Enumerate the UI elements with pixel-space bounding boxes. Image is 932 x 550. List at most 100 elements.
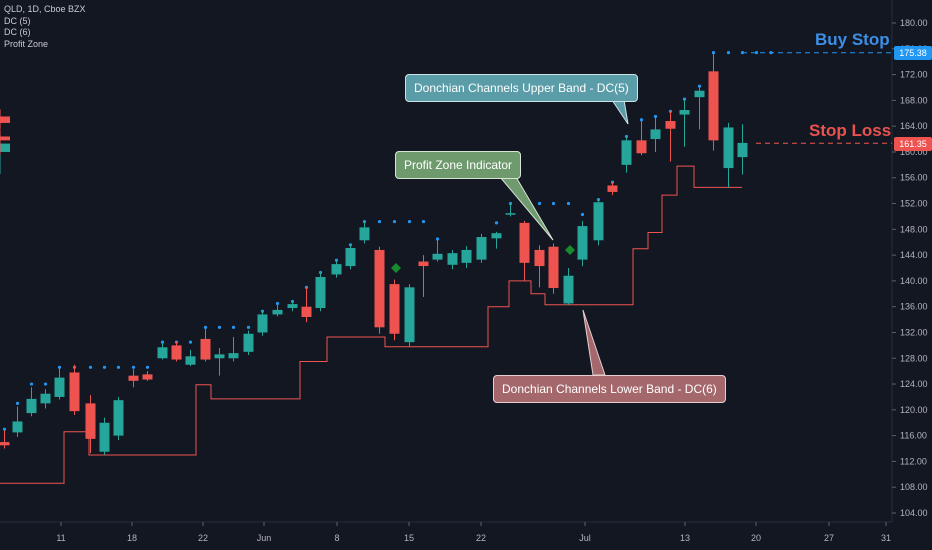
upper-band-dot	[246, 325, 251, 329]
candle-up	[40, 389, 51, 409]
candle-body	[621, 140, 632, 165]
candle-up	[577, 220, 588, 267]
y-tick-label: 124.00	[900, 379, 928, 389]
upper-band-dot	[57, 365, 62, 369]
candle-body	[708, 71, 719, 141]
upper-band-series	[2, 51, 773, 431]
candle-up	[723, 122, 734, 188]
candle-down	[0, 109, 10, 130]
y-axis: 104.00 108.00 112.00 116.00 120.00 124.00 128.…	[892, 18, 928, 518]
candle-up	[404, 284, 415, 347]
y-tick-label: 180.00	[900, 18, 928, 28]
candle-down	[301, 287, 312, 323]
candle-up	[461, 246, 472, 268]
candle-series	[0, 52, 748, 455]
chart-legend: QLD, 1D, Cboe BZX DC (5) DC (6) Profit Z…	[4, 4, 86, 50]
candle-body	[548, 246, 559, 288]
upper-band-dot	[15, 401, 20, 405]
upper-band-dot	[116, 365, 121, 369]
y-tick-label: 152.00	[900, 199, 928, 209]
upper-band-dot	[537, 201, 542, 206]
upper-band-dot	[145, 365, 150, 369]
upper-band-dot	[217, 325, 222, 329]
indicator-dc6[interactable]: DC (6)	[4, 27, 31, 37]
candle-down	[128, 369, 139, 388]
candle-body	[491, 233, 502, 239]
y-tick-label: 168.00	[900, 95, 928, 105]
stop-loss-label: Stop Loss	[809, 121, 892, 140]
profit-zone-callout: Profit Zone Indicator	[395, 151, 522, 179]
candle-up	[491, 231, 502, 249]
candle-body	[228, 353, 239, 359]
candle-down	[200, 327, 211, 362]
candle-down	[418, 255, 429, 298]
x-tick-label: 22	[476, 533, 486, 543]
x-tick-label: 20	[751, 533, 761, 543]
candle-up	[621, 136, 632, 173]
candle-up	[432, 238, 443, 262]
upper-band-dot	[726, 51, 731, 55]
x-tick-label: 8	[334, 533, 339, 543]
profit-zone-marker	[565, 244, 575, 255]
upper-band-dot	[88, 365, 93, 369]
candle-down	[389, 279, 400, 341]
candle-body	[650, 129, 661, 140]
candle-up	[26, 387, 37, 417]
upper-band-dot	[494, 221, 499, 225]
candle-down	[0, 430, 10, 449]
candle-body	[54, 377, 65, 397]
upper-band-pointer	[611, 99, 629, 125]
candle-body	[26, 398, 37, 414]
lower-band-line	[0, 165, 742, 484]
candle-up	[679, 99, 690, 147]
candle-up	[331, 260, 342, 278]
candle-body	[0, 136, 10, 141]
candle-body	[607, 185, 618, 192]
candle-up	[54, 367, 65, 400]
y-tick-label: 120.00	[900, 405, 928, 415]
y-tick-label: 116.00	[900, 431, 927, 441]
x-tick-label: 31	[881, 533, 891, 543]
upper-band-callout: Donchian Channels Upper Band - DC(5)	[405, 74, 638, 102]
symbol-line[interactable]: QLD, 1D, Cboe BZX	[4, 4, 86, 14]
indicator-profit-zone[interactable]: Profit Zone	[4, 38, 49, 49]
upper-band-dot	[102, 365, 107, 369]
candle-up	[214, 347, 225, 376]
candle-body	[69, 372, 80, 412]
indicator-dc5[interactable]: DC (5)	[4, 15, 31, 26]
grid-lines	[0, 0, 893, 523]
candle-down	[142, 371, 153, 381]
lower-band-pointer	[582, 309, 606, 376]
candle-body	[40, 393, 51, 404]
candle-up	[272, 303, 283, 317]
candle-body	[113, 400, 124, 436]
upper-band-dot	[188, 340, 193, 344]
candle-body	[636, 140, 647, 154]
y-tick-label: 112.00	[900, 456, 927, 466]
candle-up	[0, 135, 10, 174]
candle-down	[519, 220, 530, 281]
upper-band-dot	[624, 134, 629, 139]
candle-body	[593, 202, 604, 241]
candle-body	[301, 306, 312, 317]
candle-body	[519, 222, 530, 263]
candle-up	[315, 272, 326, 312]
y-tick-label: 160.00	[900, 147, 928, 157]
candle-body	[315, 277, 326, 308]
candle-body	[723, 127, 734, 169]
profit-zone-series	[391, 244, 575, 273]
y-tick-label: 104.00	[900, 508, 928, 518]
candle-body	[461, 249, 472, 263]
x-tick-label: Jun	[257, 533, 272, 543]
upper-band-dot	[348, 243, 353, 247]
candle-up	[257, 311, 268, 336]
candle-down	[708, 52, 719, 151]
candle-up	[359, 221, 370, 244]
x-tick-label: 27	[824, 533, 834, 543]
candle-body	[99, 422, 110, 452]
candle-body	[374, 249, 385, 328]
candle-body	[432, 253, 443, 260]
candle-down	[374, 246, 385, 334]
upper-band-dot	[231, 325, 236, 329]
